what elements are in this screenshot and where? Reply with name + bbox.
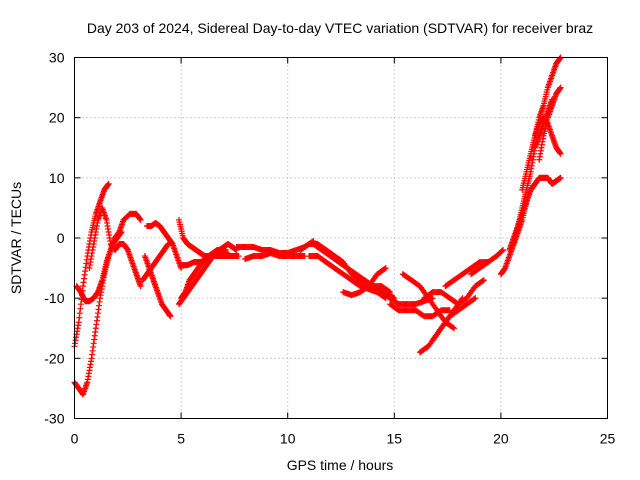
series-track-4 <box>86 204 144 290</box>
data-point <box>137 283 144 290</box>
data-point <box>480 277 487 284</box>
y-tick-label: 10 <box>49 170 65 186</box>
plot-frame <box>74 57 608 419</box>
data-point <box>557 150 564 157</box>
x-tick-label: 20 <box>493 431 509 447</box>
x-tick-labels: 0 5 10 15 20 25 <box>71 431 616 447</box>
series-track-7 <box>139 241 172 284</box>
data-point <box>499 247 506 254</box>
x-tick-label: 25 <box>600 431 616 447</box>
data-point <box>479 277 486 284</box>
y-tick-labels: -30 -20 -10 0 10 20 30 <box>44 50 64 427</box>
data-point <box>557 84 564 91</box>
x-tick-label: 0 <box>71 431 79 447</box>
data-point <box>472 295 479 302</box>
data-point <box>167 313 174 320</box>
x-axis-title: GPS time / hours <box>287 457 394 473</box>
data-point <box>137 216 144 223</box>
y-axis-title: SDTVAR / TECUs <box>8 182 24 294</box>
grid-lines <box>74 57 608 419</box>
series-track-11 <box>178 253 242 269</box>
chart-title: Day 203 of 2024, Sidereal Day-to-day VTE… <box>87 20 593 36</box>
y-tick-label: 0 <box>57 230 65 246</box>
data-point <box>105 180 112 187</box>
y-tick-label: 20 <box>49 110 65 126</box>
data-point <box>385 288 392 295</box>
data-point <box>449 324 456 331</box>
y-tick-label: 30 <box>49 50 65 66</box>
series-track-28 <box>510 174 564 248</box>
series-track-25 <box>468 247 507 278</box>
series-track-10 <box>178 241 240 302</box>
data-point <box>500 247 507 254</box>
data-point <box>471 295 478 302</box>
data-point <box>118 228 125 235</box>
series-track-18 <box>352 277 436 308</box>
y-tick-label: -20 <box>44 350 64 366</box>
series-track-13 <box>242 250 308 263</box>
data-point <box>450 325 457 332</box>
series-track-17 <box>340 265 389 299</box>
series-track-3 <box>71 228 125 398</box>
data-point <box>165 241 172 248</box>
y-tick-label: -30 <box>44 411 64 427</box>
axis-ticks <box>74 57 608 419</box>
data-points <box>71 54 564 398</box>
y-tick-label: -10 <box>44 290 64 306</box>
data-point <box>387 289 394 296</box>
x-tick-label: 10 <box>280 431 296 447</box>
series-track-22 <box>429 295 479 344</box>
x-tick-label: 15 <box>387 431 403 447</box>
series-track-16 <box>310 241 394 296</box>
data-point <box>382 265 389 272</box>
data-point <box>381 265 388 272</box>
data-point <box>557 174 564 181</box>
series-track-23 <box>421 277 487 308</box>
data-point <box>235 253 242 260</box>
series-track-31 <box>536 84 564 163</box>
x-tick-label: 5 <box>177 431 185 447</box>
